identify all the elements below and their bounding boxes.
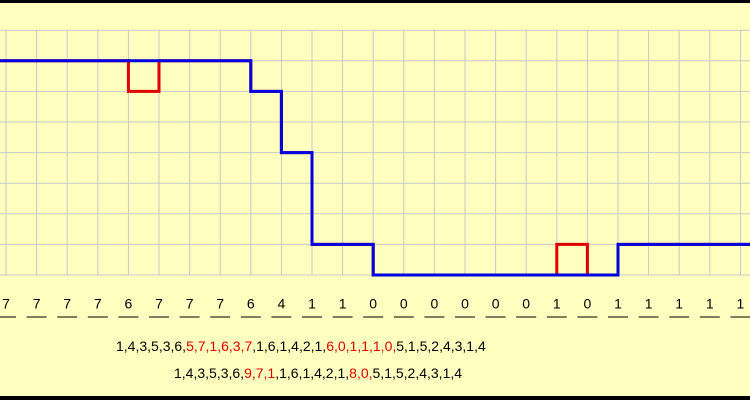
corrected-signal [0, 59, 750, 277]
digit-label: 4 [278, 296, 286, 312]
digit-label: 7 [2, 296, 10, 312]
digit-label: 0 [492, 296, 500, 312]
digit-label: 0 [522, 296, 530, 312]
digit-label: 7 [33, 296, 41, 312]
digit-row: 7 7 7 7 6 7 7 7 6 4 1 1 0 0 0 0 0 0 1 0 1 1 1 1 1 [0, 296, 750, 318]
digit-label: 1 [706, 296, 714, 312]
digit-label: 6 [247, 296, 255, 312]
digit-label: 6 [125, 296, 133, 312]
sequence-line: 1,4,3,5,3,6,9,7,1,1,6,1,4,2,1,8,0,5,1,5,… [174, 365, 462, 381]
sequence-part: 5,1,5,2,4,3,1,4 [373, 365, 463, 381]
digit-label: 7 [216, 296, 224, 312]
sequence-highlight: 6,0,1,1,1,0, [326, 338, 396, 354]
digit-label: 0 [461, 296, 469, 312]
sequence-highlight: 5,7,1,6,3,7 [186, 338, 252, 354]
sequence-highlight: 8,0, [349, 365, 372, 381]
sequence-part: 5,1,5,2,4,3,1,4 [396, 338, 486, 354]
digit-label: 0 [431, 296, 439, 312]
digit-label: 0 [369, 296, 377, 312]
sequence-part: 1,4,3,5,3,6, [116, 338, 186, 354]
waveform [0, 59, 750, 277]
digit-label: 1 [675, 296, 683, 312]
digit-label: 7 [94, 296, 102, 312]
sequence-highlight: 9,7,1 [244, 365, 275, 381]
top-bar [0, 0, 750, 3]
sequence-line: 1,4,3,5,3,6,5,7,1,6,3,7,1,6,1,4,2,1,6,0,… [116, 338, 486, 354]
digit-label: 0 [584, 296, 592, 312]
sequence-part: ,1,6,1,4,2,1, [275, 365, 349, 381]
sequences: 1,4,3,5,3,6,5,7,1,6,3,7,1,6,1,4,2,1,6,0,… [116, 338, 486, 381]
digit-label: 7 [63, 296, 71, 312]
digit-label: 1 [737, 296, 745, 312]
digit-label: 7 [186, 296, 194, 312]
digit-label: 1 [308, 296, 316, 312]
digit-label: 1 [553, 296, 561, 312]
digit-label: 1 [339, 296, 347, 312]
digit-label: 1 [645, 296, 653, 312]
sequence-part: 1,4,3,5,3,6, [174, 365, 244, 381]
digit-label: 7 [155, 296, 163, 312]
bottom-bar [0, 396, 750, 400]
digit-label: 0 [400, 296, 408, 312]
sequence-part: ,1,6,1,4,2,1, [252, 338, 326, 354]
digit-label: 1 [614, 296, 622, 312]
